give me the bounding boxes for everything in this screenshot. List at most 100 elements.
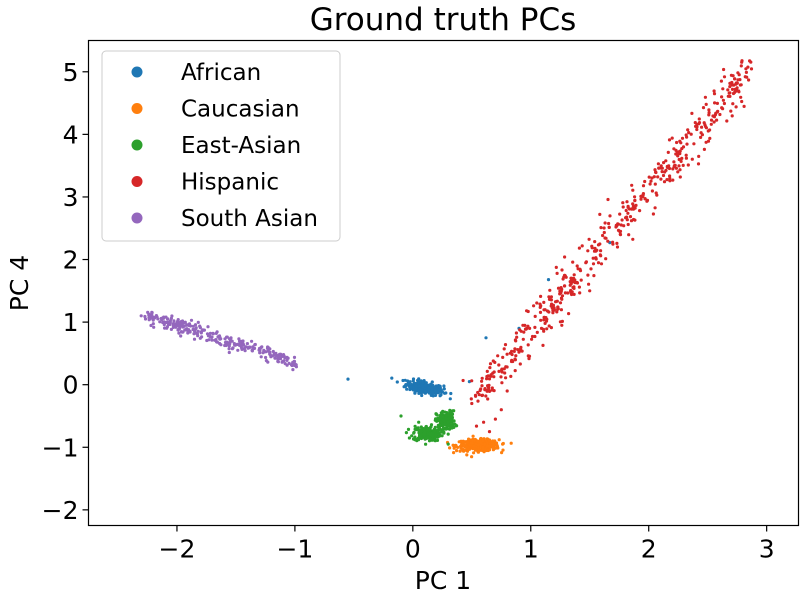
data-point <box>208 331 212 335</box>
data-point <box>729 73 734 77</box>
data-point <box>461 447 465 451</box>
data-point <box>514 354 518 358</box>
data-point <box>670 136 674 140</box>
legend-label: African <box>181 60 261 86</box>
data-point <box>211 331 215 335</box>
data-point <box>421 381 425 385</box>
data-point <box>611 240 615 244</box>
data-point <box>198 326 202 330</box>
data-point <box>486 397 490 401</box>
data-point <box>736 78 740 82</box>
data-point <box>628 215 633 219</box>
data-point <box>712 92 717 96</box>
data-point <box>430 437 434 441</box>
data-point <box>697 117 701 121</box>
data-point <box>500 451 504 455</box>
data-point <box>465 453 469 457</box>
data-point <box>523 327 528 331</box>
data-point <box>625 215 629 219</box>
data-point <box>435 417 439 421</box>
data-point <box>427 439 432 443</box>
data-point <box>530 334 535 339</box>
data-point <box>735 81 739 85</box>
data-point <box>278 352 282 356</box>
data-point <box>560 297 564 301</box>
data-point <box>680 156 684 160</box>
data-point <box>443 427 447 431</box>
data-point <box>715 118 719 122</box>
data-point <box>604 236 608 240</box>
data-point <box>509 441 513 445</box>
data-point <box>603 221 607 225</box>
data-point <box>166 317 170 321</box>
data-point <box>165 326 169 330</box>
data-point <box>562 284 567 288</box>
data-point <box>667 138 672 142</box>
data-point <box>728 94 732 98</box>
data-point <box>577 246 582 250</box>
data-point <box>704 102 708 106</box>
data-point <box>497 363 501 367</box>
data-point <box>712 115 717 119</box>
data-point <box>423 430 427 434</box>
data-point <box>720 95 724 99</box>
data-point <box>660 170 664 174</box>
data-point <box>554 265 558 269</box>
data-point <box>487 430 492 434</box>
data-point <box>424 442 428 446</box>
data-point <box>555 310 559 314</box>
data-point <box>641 195 645 199</box>
data-point <box>168 321 172 325</box>
data-point <box>413 391 417 395</box>
data-point <box>730 114 734 118</box>
data-point <box>748 59 752 63</box>
data-point <box>533 314 537 318</box>
data-point <box>463 448 467 452</box>
data-point <box>423 433 427 437</box>
data-point <box>566 291 570 295</box>
data-point <box>192 337 197 341</box>
data-point <box>219 343 223 347</box>
data-point <box>261 351 265 355</box>
data-point <box>271 349 275 354</box>
data-point <box>399 414 403 418</box>
data-point <box>289 363 293 367</box>
data-point <box>417 420 421 424</box>
data-point <box>216 335 220 339</box>
data-point <box>606 239 610 243</box>
data-point <box>413 424 417 428</box>
data-point <box>538 310 543 314</box>
data-point <box>702 147 707 151</box>
data-point <box>491 359 495 363</box>
data-point <box>406 379 410 383</box>
data-point <box>505 389 509 393</box>
data-point <box>179 334 183 338</box>
data-point <box>504 376 508 380</box>
data-point <box>589 267 593 271</box>
data-point <box>668 176 672 180</box>
data-point <box>560 323 564 327</box>
data-point <box>139 314 143 318</box>
data-point <box>452 409 456 413</box>
data-point <box>292 359 297 364</box>
data-point <box>280 360 285 364</box>
data-point <box>512 349 516 353</box>
data-point <box>651 212 656 216</box>
data-point <box>469 441 474 445</box>
data-point <box>622 224 626 228</box>
data-point <box>572 273 576 277</box>
data-point <box>485 369 489 373</box>
data-point <box>484 394 488 398</box>
data-point <box>438 414 442 418</box>
data-point <box>283 362 287 366</box>
data-point <box>633 195 637 199</box>
data-point <box>481 439 485 443</box>
data-point <box>602 230 606 235</box>
data-point <box>245 342 249 346</box>
data-point <box>563 274 567 278</box>
data-point <box>419 390 423 394</box>
data-point <box>401 378 405 383</box>
data-point <box>266 346 270 350</box>
series-hispanic <box>461 59 754 434</box>
